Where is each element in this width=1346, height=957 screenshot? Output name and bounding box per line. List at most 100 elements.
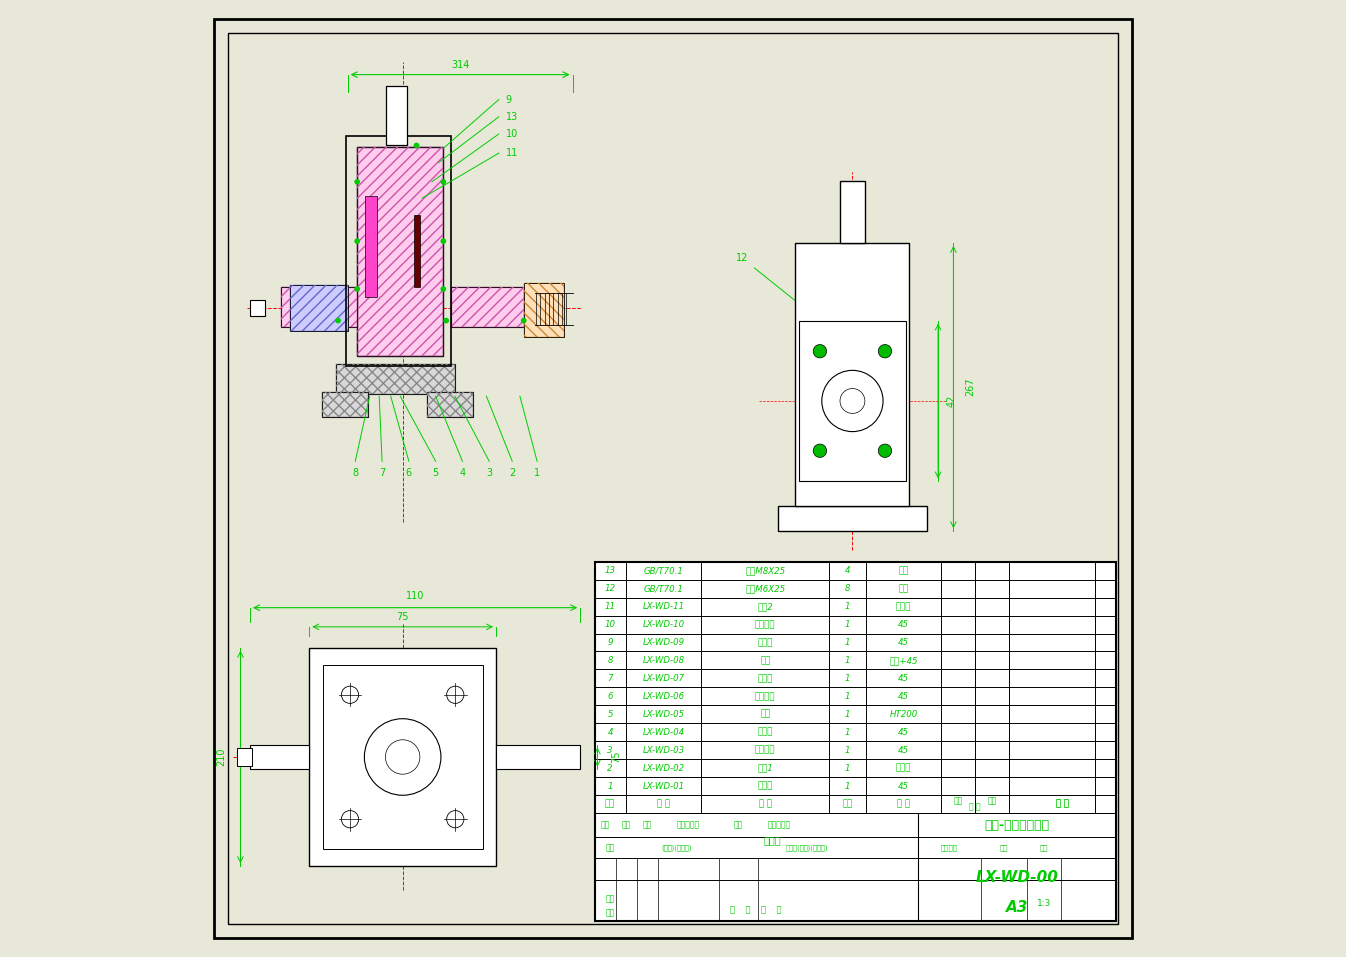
Bar [310,648,495,866]
Bar [427,392,472,417]
Text: 年、月、日: 年、月、日 [769,820,791,830]
Bar [595,562,1116,921]
Text: 3: 3 [607,746,612,755]
Text: 碳钢: 碳钢 [898,584,909,593]
Text: 设计: 设计 [606,843,615,852]
Text: LX-WD-09: LX-WD-09 [642,638,685,647]
Text: HT200: HT200 [890,710,918,719]
Text: 45: 45 [898,746,909,755]
Text: 名 称: 名 称 [759,799,771,809]
Text: 1: 1 [845,746,851,755]
Text: (签名)(年月日): (签名)(年月日) [661,844,692,851]
Circle shape [521,318,526,323]
Text: LX-WD-01: LX-WD-01 [642,782,685,790]
Text: LX-WD-06: LX-WD-06 [642,692,685,701]
Circle shape [354,179,361,185]
Text: 1: 1 [607,782,612,790]
Text: 装配图: 装配图 [763,835,781,845]
Text: 1: 1 [845,620,851,629]
Text: 4: 4 [459,468,466,478]
Bar [336,364,455,394]
Bar [800,321,906,481]
Text: 1: 1 [534,468,540,478]
Text: 45: 45 [898,674,909,683]
Bar [336,364,455,394]
Text: LX-WD-08: LX-WD-08 [642,656,685,665]
Text: 12: 12 [736,254,748,263]
Text: 弹簧钢: 弹簧钢 [896,764,911,772]
Text: 1: 1 [845,674,851,683]
Text: 2: 2 [509,468,516,478]
Text: 9: 9 [607,638,612,647]
Text: 螺钉M6X25: 螺钉M6X25 [746,584,786,593]
Circle shape [443,318,450,323]
Text: 75: 75 [611,750,622,764]
Bar [451,287,524,327]
Text: 13: 13 [506,112,518,122]
Text: 12: 12 [604,584,615,593]
Bar [795,243,910,506]
Text: A3: A3 [1005,901,1028,915]
Circle shape [440,238,446,244]
Text: 备 注: 备 注 [1057,799,1069,809]
Text: 9: 9 [506,95,511,104]
Bar [357,147,443,356]
Text: 右堵头: 右堵头 [758,782,773,790]
Bar [451,287,524,327]
Text: 210: 210 [217,747,226,767]
Bar [323,665,483,849]
Circle shape [440,179,446,185]
Text: 弹簧垫圈: 弹簧垫圈 [755,746,775,755]
Bar [291,285,347,331]
Bar [291,285,347,331]
Circle shape [440,286,446,292]
Text: 材 料: 材 料 [896,799,910,809]
Text: 弹簧1: 弹簧1 [758,764,773,772]
Text: LX-WD-04: LX-WD-04 [642,727,685,737]
Text: LX-WD-00: LX-WD-00 [976,870,1058,885]
Bar [365,196,377,297]
Text: 总计: 总计 [988,797,997,806]
Text: 代 号: 代 号 [657,799,670,809]
Text: 1: 1 [845,602,851,612]
Text: 签名: 签名 [734,820,743,830]
Text: 工艺: 工艺 [606,908,615,918]
Text: 4: 4 [607,727,612,737]
Text: 1: 1 [845,782,851,790]
Circle shape [335,318,341,323]
Bar [778,506,926,531]
Text: 1: 1 [845,692,851,701]
Circle shape [342,811,358,828]
Text: 弹簧钢: 弹簧钢 [896,602,911,612]
Text: 45: 45 [898,782,909,790]
Circle shape [354,286,361,292]
Text: LX-WD-10: LX-WD-10 [642,620,685,629]
Text: 10: 10 [506,129,518,139]
Text: 10: 10 [604,620,615,629]
Text: 阶段标记: 阶段标记 [941,844,958,851]
Bar [346,136,451,366]
Text: 审核: 审核 [606,895,615,903]
Bar [322,392,367,417]
Text: 6: 6 [607,692,612,701]
Text: 4: 4 [845,567,851,575]
Text: 重量: 重量 [1000,844,1008,851]
Text: 6: 6 [405,468,412,478]
Circle shape [813,444,826,457]
Text: 45: 45 [898,692,909,701]
Text: 底座: 底座 [760,710,770,719]
Text: 螺杆: 螺杆 [760,656,770,665]
Text: LX-WD-02: LX-WD-02 [642,764,685,772]
Text: 1: 1 [845,710,851,719]
Bar [840,181,865,243]
Bar [280,287,357,327]
Text: 处数: 处数 [622,820,631,830]
Circle shape [447,811,464,828]
Text: 分区: 分区 [642,820,651,830]
Text: 更改文件号: 更改文件号 [677,820,700,830]
Circle shape [413,143,420,148]
Text: 重 量: 重 量 [969,803,981,812]
Text: 7: 7 [380,468,385,478]
Circle shape [879,345,891,358]
Text: GB/T70.1: GB/T70.1 [643,584,684,593]
